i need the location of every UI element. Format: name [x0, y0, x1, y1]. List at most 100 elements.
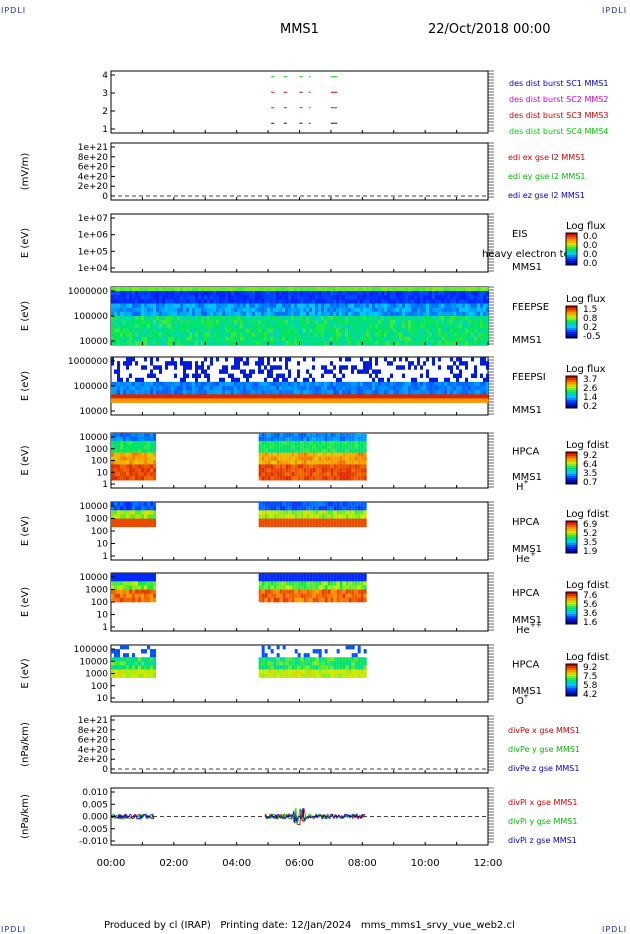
spectrogram-cell	[459, 381, 462, 387]
spectrogram-cell	[192, 332, 195, 338]
spectrogram-cell	[162, 394, 165, 399]
spectrogram-cell	[321, 506, 325, 511]
spectrogram-cell	[186, 295, 189, 300]
spectrogram-cell	[198, 324, 201, 329]
spectrogram-cell	[462, 381, 465, 387]
spectrogram-cell	[273, 452, 277, 457]
spectrogram-cell	[456, 336, 459, 342]
spectrogram-cell	[324, 468, 328, 473]
spectrogram-cell	[264, 336, 267, 342]
spectrogram-cell	[441, 394, 444, 399]
spectrogram-cell	[132, 468, 135, 473]
spectrogram-cell	[273, 394, 276, 399]
spectrogram-cell	[264, 522, 268, 528]
spectrogram-cell	[270, 661, 274, 666]
spectrogram-cell	[186, 324, 189, 329]
spectrogram-cell	[309, 316, 312, 321]
spectrogram-cell	[363, 589, 367, 595]
spectrogram-cell	[117, 328, 120, 333]
spectrogram-cell	[303, 460, 307, 465]
spectrogram-cell	[123, 514, 126, 519]
spectrogram-cell	[330, 436, 334, 442]
spectrogram-cell	[231, 381, 234, 387]
spectrogram-cell	[147, 340, 150, 346]
spectrogram-cell	[216, 398, 219, 403]
spectrogram-cell	[261, 593, 265, 599]
spectrogram-cell	[309, 299, 312, 304]
spectrogram-cell	[483, 316, 486, 321]
spectrogram-cell	[321, 440, 325, 446]
spectrogram-cell	[210, 311, 213, 317]
spectrogram-cell	[117, 440, 120, 446]
spectrogram-cell	[195, 295, 198, 300]
spectrogram-cell	[327, 468, 331, 473]
spectrogram-cell	[357, 597, 361, 603]
spectrogram-cell	[276, 377, 279, 383]
spectrogram-cell	[483, 390, 486, 395]
spectrogram-cell	[117, 303, 120, 309]
spectrogram-cell	[399, 287, 402, 292]
spectrogram-cell	[225, 386, 228, 391]
spectrogram-cell	[339, 340, 342, 346]
spectrogram-cell	[147, 381, 150, 387]
spectrogram-cell	[312, 303, 315, 309]
spectrogram-cell	[465, 307, 468, 313]
spectrogram-cell	[330, 369, 333, 374]
spectrogram-cell	[126, 303, 129, 309]
spectrogram-cell	[114, 320, 117, 325]
spectrogram-cell	[348, 597, 352, 603]
spectrogram-cell	[243, 307, 246, 313]
spectrogram-cell	[480, 336, 483, 342]
spectrogram-cell	[267, 460, 271, 465]
spectrogram-cell	[147, 299, 150, 304]
spectrogram-cell	[297, 581, 301, 586]
spectrogram-cell	[135, 589, 138, 595]
colorbar-step	[566, 261, 577, 264]
spectrogram-cell	[126, 390, 129, 395]
spectrogram-cell	[405, 390, 408, 395]
spectrogram-cell	[360, 381, 363, 387]
spectrogram-cell	[126, 311, 129, 317]
spectrogram-cell	[456, 373, 459, 379]
spectrogram-cell	[471, 381, 474, 387]
spectrogram-cell	[297, 593, 301, 599]
spectrogram-cell	[267, 645, 271, 650]
spectrogram-cell	[201, 394, 204, 399]
spectrogram-cell	[183, 311, 186, 317]
spectrogram-cell	[330, 669, 334, 674]
spectrogram-cell	[117, 593, 120, 599]
spectrogram-cell	[210, 324, 213, 329]
spectrogram-cell	[249, 369, 252, 374]
spectrogram-cell	[459, 303, 462, 309]
spectrogram-cell	[252, 386, 255, 391]
spectrogram-cell	[438, 386, 441, 391]
spectrogram-cell	[219, 340, 222, 346]
spectrogram-cell	[393, 381, 396, 387]
spectrogram-cell	[258, 307, 261, 313]
spectrogram-cell	[354, 386, 357, 391]
spectrogram-cell	[468, 316, 471, 321]
spectrogram-cell	[255, 287, 258, 292]
spectrogram-cell	[453, 332, 456, 338]
spectrogram-cell	[168, 332, 171, 338]
spectrogram-cell	[111, 476, 114, 481]
spectrogram-cell	[267, 303, 270, 309]
spectrogram-cell	[432, 390, 435, 395]
spectrogram-cell	[126, 673, 129, 678]
spectrogram-cell	[297, 340, 300, 346]
spectrogram-cell	[477, 324, 480, 329]
corner-mark-tl: IPDLI	[1, 6, 27, 15]
spectrogram-cell	[333, 398, 336, 403]
spectrogram-cell	[243, 336, 246, 342]
spectrogram-cell	[141, 311, 144, 317]
spectrogram-cell	[240, 295, 243, 300]
spectrogram-cell	[312, 433, 316, 438]
spectrogram-cell	[117, 502, 120, 507]
spectrogram-cell	[426, 295, 429, 300]
spectrogram-cell	[306, 522, 310, 528]
spectrogram-cell	[111, 433, 114, 438]
spectrogram-cell	[423, 295, 426, 300]
spectrogram-cell	[270, 444, 274, 450]
spectrogram-cell	[357, 448, 361, 453]
spectrogram-cell	[336, 444, 340, 450]
